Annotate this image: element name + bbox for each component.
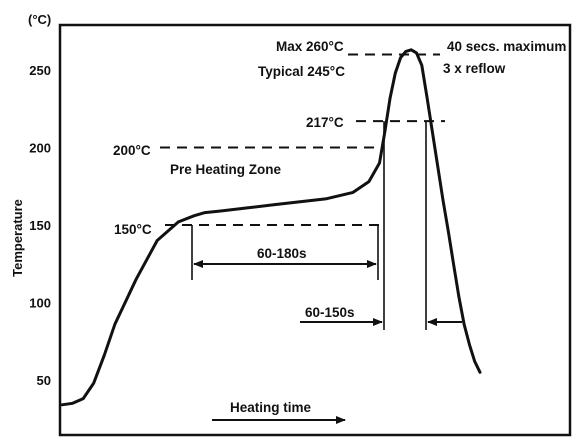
y-tick-label-250: 250 <box>29 63 51 78</box>
typical-temp-label: Typical 245°C <box>258 64 345 79</box>
y-unit-label: (°C) <box>28 12 51 27</box>
y-axis-title: Temperature <box>10 199 25 277</box>
max-duration-label: 40 secs. maximum <box>447 39 566 54</box>
plot-frame <box>58 23 572 437</box>
time-arrows <box>193 260 462 424</box>
preheat-zone-label: Pre Heating Zone <box>170 162 282 177</box>
y-tick-label-150: 150 <box>29 218 51 233</box>
x-axis-title: Heating time <box>230 400 312 415</box>
preheat-time-label: 60-180s <box>257 246 307 261</box>
reference-lines <box>160 53 445 226</box>
y-tick-label-100: 100 <box>29 296 51 311</box>
reflow-count-label: 3 x reflow <box>443 61 506 76</box>
temp-200-label: 200°C <box>113 143 151 158</box>
profile-curve <box>60 48 482 407</box>
max-temp-label: Max 260°C <box>276 39 344 54</box>
y-tick-labels: 50 100 150 200 250 <box>29 63 51 388</box>
zone-markers <box>191 121 427 330</box>
y-tick-label-200: 200 <box>29 141 51 156</box>
y-tick-label-50: 50 <box>37 373 51 388</box>
temp-150-label: 150°C <box>114 222 152 237</box>
temp-217-label: 217°C <box>306 115 344 130</box>
reflow-time-label: 60-150s <box>305 305 355 320</box>
